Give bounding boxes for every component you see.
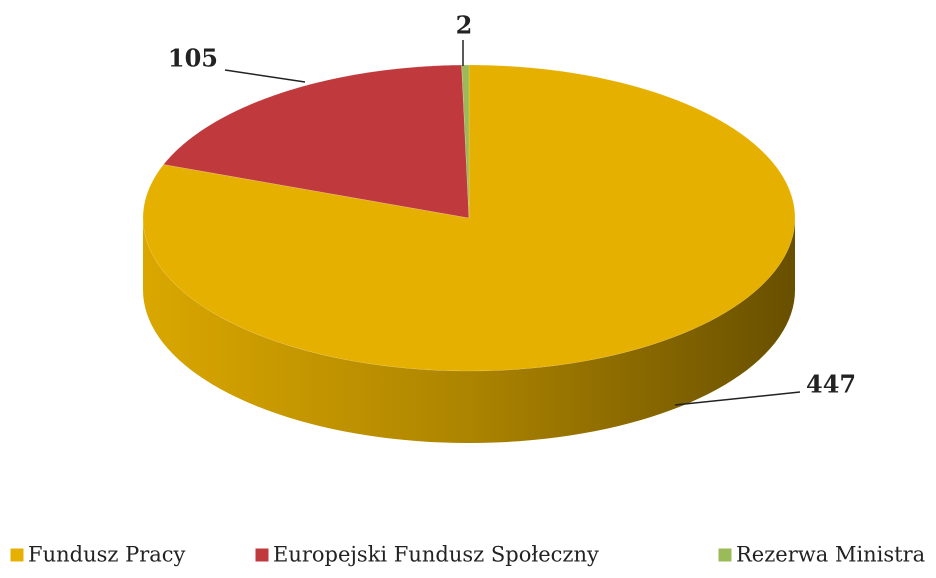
- legend-swatch: [9, 547, 25, 563]
- value-label: 447: [806, 370, 856, 399]
- slice-side-shade: [143, 218, 795, 443]
- legend-label: Rezerwa Ministra: [736, 543, 925, 567]
- legend-swatch: [254, 547, 270, 563]
- leader-line: [674, 391, 801, 406]
- slice-top: [461, 64, 470, 219]
- slice: [163, 64, 470, 219]
- slice-top: [163, 64, 470, 219]
- legend-swatch: [717, 547, 733, 563]
- leader-line: [224, 69, 306, 83]
- legend-label: Fundusz Pracy: [28, 543, 186, 567]
- value-label: 2: [456, 11, 473, 40]
- value-label: 105: [168, 44, 218, 73]
- slice: [461, 64, 470, 219]
- legend-label: Europejski Fundusz Społeczny: [273, 543, 599, 567]
